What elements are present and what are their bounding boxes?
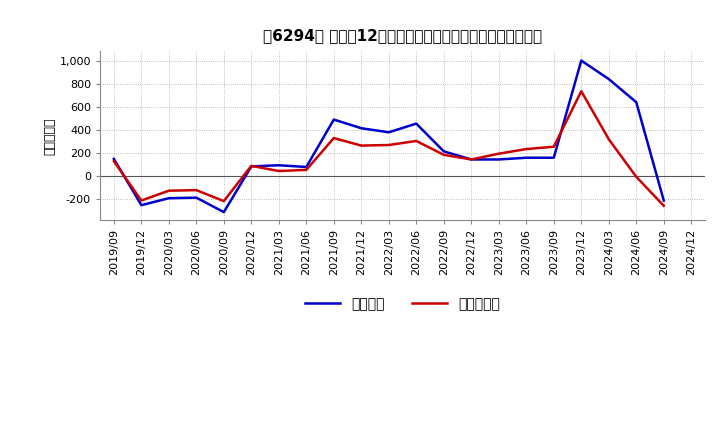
当期純利益 (220, 198, 228, 204)
経常利益 (384, 130, 393, 135)
当期純利益 (439, 152, 448, 158)
経常利益 (220, 209, 228, 215)
経常利益 (632, 99, 641, 105)
経常利益 (439, 149, 448, 154)
経常利益 (165, 196, 174, 201)
当期純利益 (302, 167, 310, 172)
経常利益 (467, 157, 476, 162)
当期純利益 (192, 187, 201, 193)
当期純利益 (274, 169, 283, 174)
経常利益 (605, 77, 613, 82)
当期純利益 (412, 138, 420, 143)
経常利益 (660, 198, 668, 203)
当期純利益 (522, 147, 531, 152)
当期純利益 (247, 163, 256, 169)
当期純利益 (384, 143, 393, 148)
当期純利益 (109, 158, 118, 164)
Legend: 経常利益, 当期純利益: 経常利益, 当期純利益 (300, 291, 505, 316)
経常利益 (495, 157, 503, 162)
当期純利益 (605, 136, 613, 142)
当期純利益 (357, 143, 366, 148)
経常利益 (330, 117, 338, 122)
経常利益 (302, 165, 310, 170)
当期純利益 (577, 88, 585, 94)
Y-axis label: （百万円）: （百万円） (44, 117, 57, 154)
経常利益 (274, 163, 283, 168)
経常利益 (412, 121, 420, 126)
当期純利益 (632, 174, 641, 180)
経常利益 (247, 164, 256, 169)
当期純利益 (165, 188, 174, 193)
経常利益 (522, 155, 531, 160)
当期純利益 (330, 136, 338, 141)
経常利益 (137, 202, 145, 208)
経常利益 (549, 155, 558, 160)
経常利益 (357, 125, 366, 131)
Title: ［6294］ 利益の12か月移動合計の対前年同期増減額の推移: ［6294］ 利益の12か月移動合計の対前年同期増減額の推移 (263, 28, 542, 43)
経常利益 (109, 156, 118, 161)
当期純利益 (549, 144, 558, 150)
Line: 経常利益: 経常利益 (114, 61, 664, 212)
当期純利益 (495, 151, 503, 156)
Line: 当期純利益: 当期純利益 (114, 91, 664, 206)
当期純利益 (467, 157, 476, 162)
経常利益 (577, 58, 585, 63)
当期純利益 (660, 203, 668, 209)
経常利益 (192, 195, 201, 200)
当期純利益 (137, 198, 145, 203)
